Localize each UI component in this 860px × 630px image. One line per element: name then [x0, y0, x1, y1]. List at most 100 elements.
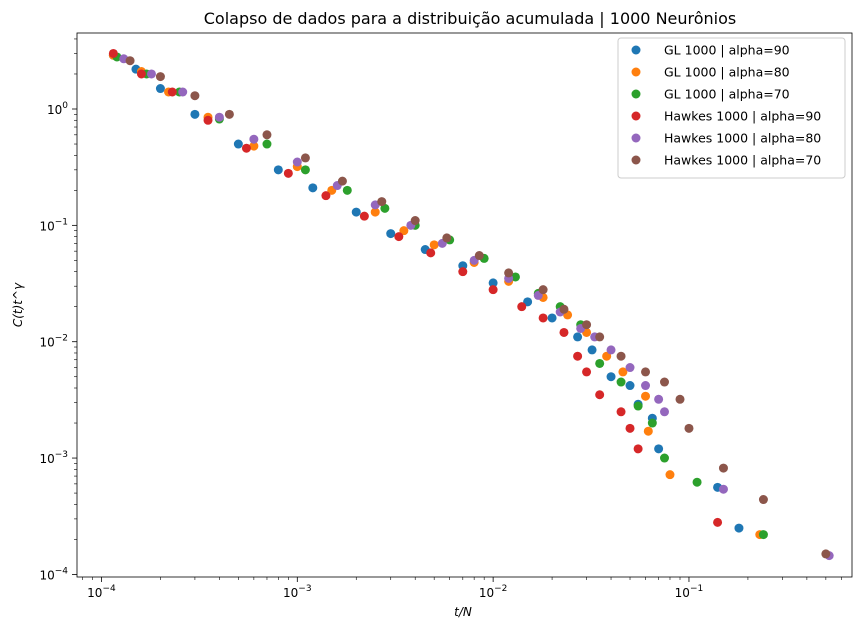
legend-label: Hawkes 1000 | alpha=70 — [664, 153, 821, 168]
legend-marker — [631, 67, 641, 77]
data-point — [587, 345, 597, 355]
data-point — [654, 394, 664, 404]
y-tick-label: 10−3 — [39, 450, 68, 466]
legend-label: GL 1000 | alpha=70 — [664, 87, 790, 102]
y-tick-label: 100 — [47, 101, 68, 117]
data-point — [616, 351, 626, 361]
y-tick-label: 10−1 — [39, 217, 68, 233]
data-point — [692, 477, 702, 487]
x-axis-label: t/N — [454, 605, 472, 619]
data-point — [300, 165, 310, 175]
data-point — [758, 495, 768, 505]
data-point — [136, 69, 146, 79]
legend-marker — [631, 155, 641, 165]
data-point — [167, 87, 177, 97]
data-point — [660, 377, 669, 387]
data-point — [108, 48, 118, 58]
data-point — [647, 418, 657, 428]
data-point — [641, 381, 651, 391]
data-point — [538, 313, 548, 323]
data-point — [734, 523, 744, 533]
data-point — [606, 372, 616, 382]
data-point — [660, 453, 669, 463]
legend-label: GL 1000 | alpha=80 — [664, 65, 790, 80]
data-point — [241, 143, 251, 153]
data-point — [458, 267, 468, 277]
data-point — [641, 391, 651, 401]
data-point — [442, 233, 452, 243]
data-point — [474, 251, 484, 261]
data-point — [214, 112, 224, 122]
data-point — [370, 207, 380, 217]
data-point — [488, 285, 498, 295]
data-point — [616, 407, 626, 417]
legend-marker — [631, 89, 641, 99]
data-point — [155, 84, 165, 94]
data-point — [386, 229, 396, 239]
legend-label: Hawkes 1000 | alpha=80 — [664, 131, 821, 146]
x-tick-label: 10−1 — [675, 584, 704, 600]
data-point — [292, 157, 302, 167]
data-point — [718, 484, 728, 494]
data-point — [399, 226, 409, 236]
legend-label: Hawkes 1000 | alpha=90 — [664, 109, 821, 124]
data-point — [625, 423, 635, 433]
data-point — [233, 139, 243, 149]
x-tick-label: 10−4 — [87, 584, 116, 600]
data-point — [337, 176, 347, 186]
data-point — [262, 130, 272, 140]
data-point — [359, 211, 369, 221]
data-point — [308, 183, 318, 193]
legend-label: GL 1000 | alpha=90 — [664, 43, 790, 58]
data-point — [595, 390, 605, 400]
data-point — [559, 304, 569, 314]
data-point — [643, 426, 653, 436]
data-point — [821, 549, 831, 559]
data-point — [758, 530, 768, 540]
data-point — [660, 407, 669, 417]
data-point — [538, 285, 548, 295]
data-point — [625, 381, 635, 391]
data-point — [273, 165, 283, 175]
data-point — [684, 423, 694, 433]
series-4 — [108, 48, 723, 527]
data-point — [262, 139, 272, 149]
data-point — [300, 153, 310, 163]
data-point — [510, 272, 520, 282]
data-point — [606, 345, 616, 355]
chart-title: Colapso de dados para a distribuição acu… — [204, 9, 737, 28]
data-point — [602, 351, 612, 361]
data-point — [582, 320, 592, 330]
data-point — [190, 91, 200, 101]
data-point — [625, 363, 635, 373]
data-point — [713, 517, 723, 527]
legend-box — [617, 37, 846, 179]
series-6 — [125, 56, 831, 559]
data-point — [283, 168, 293, 178]
data-point — [616, 377, 626, 387]
data-point — [718, 463, 728, 473]
x-tick-label: 10−3 — [283, 584, 312, 600]
data-point — [665, 470, 675, 480]
series-1 — [108, 50, 744, 533]
data-point — [573, 332, 583, 342]
data-point — [155, 72, 165, 82]
data-point — [380, 203, 390, 213]
data-point — [595, 358, 605, 368]
data-point — [377, 197, 387, 207]
data-point — [641, 367, 651, 377]
data-points — [108, 48, 834, 561]
data-point — [633, 401, 643, 411]
data-point — [573, 351, 583, 361]
data-point — [504, 268, 514, 278]
data-point — [342, 185, 352, 195]
data-point — [488, 278, 498, 288]
data-point — [429, 240, 439, 250]
plot-frame — [76, 32, 853, 578]
legend-marker — [631, 45, 641, 55]
data-point — [426, 248, 436, 258]
data-point — [595, 332, 605, 342]
data-point — [633, 444, 643, 454]
data-point — [517, 302, 527, 312]
